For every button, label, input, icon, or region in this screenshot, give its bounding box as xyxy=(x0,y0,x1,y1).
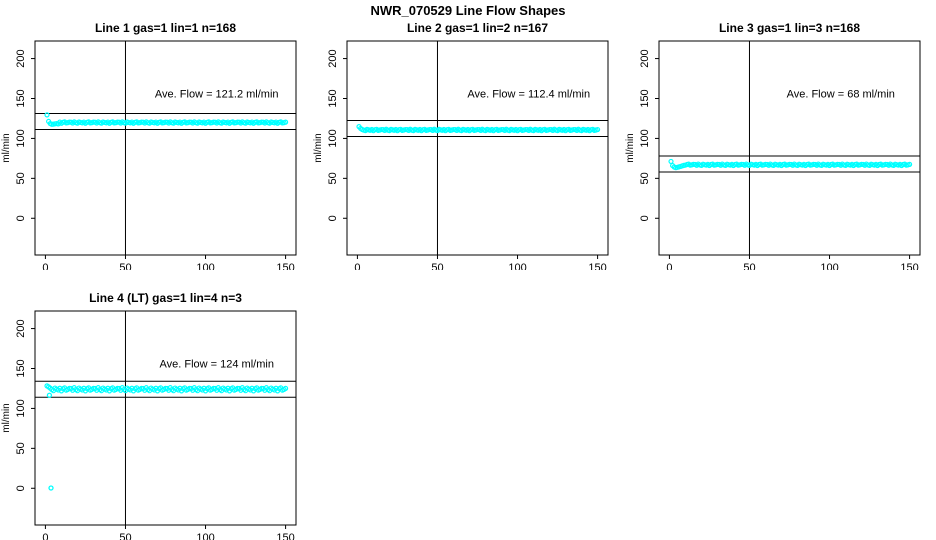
x-tick-label: 50 xyxy=(119,532,131,540)
data-point xyxy=(282,385,289,391)
y-tick-label: 0 xyxy=(15,215,27,221)
x-tick-label: 100 xyxy=(508,262,526,270)
data-points xyxy=(44,383,289,491)
y-axis-label: ml/min xyxy=(625,133,636,162)
x-tick-label: 100 xyxy=(196,532,214,540)
y-axis-label: ml/min xyxy=(1,133,12,162)
data-point xyxy=(668,158,674,165)
x-tick-label: 150 xyxy=(276,532,294,540)
y-tick-label: 200 xyxy=(15,319,27,337)
y-tick-label: 150 xyxy=(15,89,27,107)
y-tick-label: 100 xyxy=(327,129,339,147)
plot-box xyxy=(658,40,921,256)
x-tick-label: 0 xyxy=(354,262,360,270)
data-points xyxy=(356,123,601,134)
panel-title: Line 1 gas=1 lin=1 n=168 xyxy=(95,21,236,35)
data-points xyxy=(668,158,913,171)
data-point xyxy=(44,112,50,118)
flow-panel-line-1: Line 1 gas=1 lin=1 n=168 0 50 100 150 0 50 100 1… xyxy=(0,20,312,290)
data-point xyxy=(282,119,289,125)
chart-svg: Line 2 gas=1 lin=2 n=167 0 50 100 150 0 50 100 1… xyxy=(313,21,609,274)
ave-flow-annotation: Ave. Flow = 68 ml/min xyxy=(787,89,895,101)
x-tick-label: 50 xyxy=(431,262,443,270)
y-tick-label: 200 xyxy=(15,49,27,67)
y-tick-label: 0 xyxy=(15,485,27,491)
plot-box xyxy=(346,40,609,256)
y-tick-label: 50 xyxy=(15,442,27,454)
outlier-point xyxy=(46,392,53,398)
data-point xyxy=(906,161,913,167)
y-tick-label: 100 xyxy=(15,129,27,147)
flow-panel-line-2: Line 2 gas=1 lin=2 n=167 0 50 100 150 0 50 100 1… xyxy=(312,20,624,290)
ave-flow-annotation: Ave. Flow = 124 ml/min xyxy=(160,359,274,371)
outlier-point xyxy=(48,485,54,491)
y-tick-label: 150 xyxy=(327,89,339,107)
x-tick-label: 100 xyxy=(820,262,838,270)
y-tick-label: 100 xyxy=(639,129,651,147)
x-tick-label: 100 xyxy=(196,262,214,270)
panel-title: Line 4 (LT) gas=1 lin=4 n=3 xyxy=(89,291,242,305)
y-tick-label: 200 xyxy=(327,49,339,67)
chart-svg: Line 1 gas=1 lin=1 n=168 0 50 100 150 0 50 100 1… xyxy=(1,21,297,274)
x-tick-label: 50 xyxy=(119,262,131,270)
data-points xyxy=(44,112,289,127)
y-tick-label: 150 xyxy=(15,359,27,377)
x-tick-label: 50 xyxy=(743,262,755,270)
y-tick-label: 50 xyxy=(327,172,339,184)
x-tick-label: 150 xyxy=(588,262,606,270)
plot-box xyxy=(34,40,297,256)
y-tick-label: 200 xyxy=(639,49,651,67)
chart-svg: Line 4 (LT) gas=1 lin=4 n=3 0 50 100 150 0 50 1… xyxy=(1,291,297,540)
x-tick-label: 0 xyxy=(666,262,672,270)
flow-panel-line-3: Line 3 gas=1 lin=3 n=168 0 50 100 150 0 50 100 1… xyxy=(624,20,936,290)
y-tick-label: 50 xyxy=(639,172,651,184)
y-axis-label: ml/min xyxy=(313,133,324,162)
y-tick-label: 0 xyxy=(327,215,339,221)
main-title: NWR_070529 Line Flow Shapes xyxy=(370,3,566,18)
panel-title: Line 3 gas=1 lin=3 n=168 xyxy=(719,21,860,35)
ave-flow-annotation: Ave. Flow = 121.2 ml/min xyxy=(155,89,279,101)
y-tick-label: 50 xyxy=(15,172,27,184)
panel-title: Line 2 gas=1 lin=2 n=167 xyxy=(407,21,548,35)
y-tick-label: 0 xyxy=(639,215,651,221)
data-point xyxy=(594,126,601,133)
x-tick-label: 150 xyxy=(900,262,918,270)
x-tick-label: 0 xyxy=(42,262,48,270)
ave-flow-annotation: Ave. Flow = 112.4 ml/min xyxy=(467,89,590,101)
chart-svg: Line 3 gas=1 lin=3 n=168 0 50 100 150 0 50 100 1… xyxy=(625,21,921,274)
y-tick-label: 150 xyxy=(639,89,651,107)
flow-panel-line-4: Line 4 (LT) gas=1 lin=4 n=3 0 50 100 150 0 50 1… xyxy=(0,290,312,540)
plot-box xyxy=(34,310,297,526)
x-tick-label: 0 xyxy=(42,532,48,540)
y-tick-label: 100 xyxy=(15,399,27,417)
y-axis-label: ml/min xyxy=(1,403,12,432)
x-tick-label: 150 xyxy=(276,262,294,270)
